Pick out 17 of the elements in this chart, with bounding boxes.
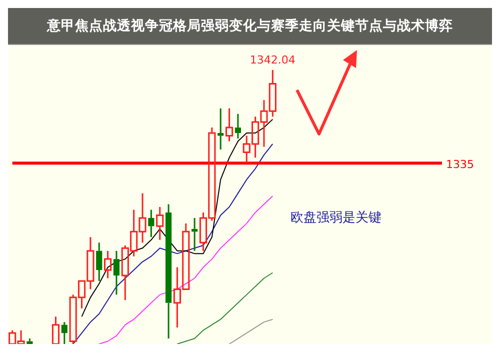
candlestick	[26, 338, 33, 344]
text: 1335	[446, 158, 474, 172]
candlestick	[165, 204, 172, 340]
candlestick	[61, 321, 68, 344]
text: 1342.04	[250, 53, 296, 66]
candlestick	[192, 217, 198, 252]
candlestick	[225, 108, 234, 142]
chart-title: 意甲焦点战透视争冠格局强弱变化与赛季走向关键节点与战术博弈	[8, 8, 492, 44]
text: 欧盘强弱是关键	[290, 210, 382, 226]
candlestick	[156, 206, 164, 241]
candlestick	[113, 250, 120, 296]
candlestick	[104, 250, 112, 279]
candlestick	[52, 316, 60, 344]
candlestick	[218, 108, 224, 150]
candlestick	[234, 113, 241, 140]
candlestick	[96, 242, 102, 282]
candlestick	[148, 208, 154, 238]
